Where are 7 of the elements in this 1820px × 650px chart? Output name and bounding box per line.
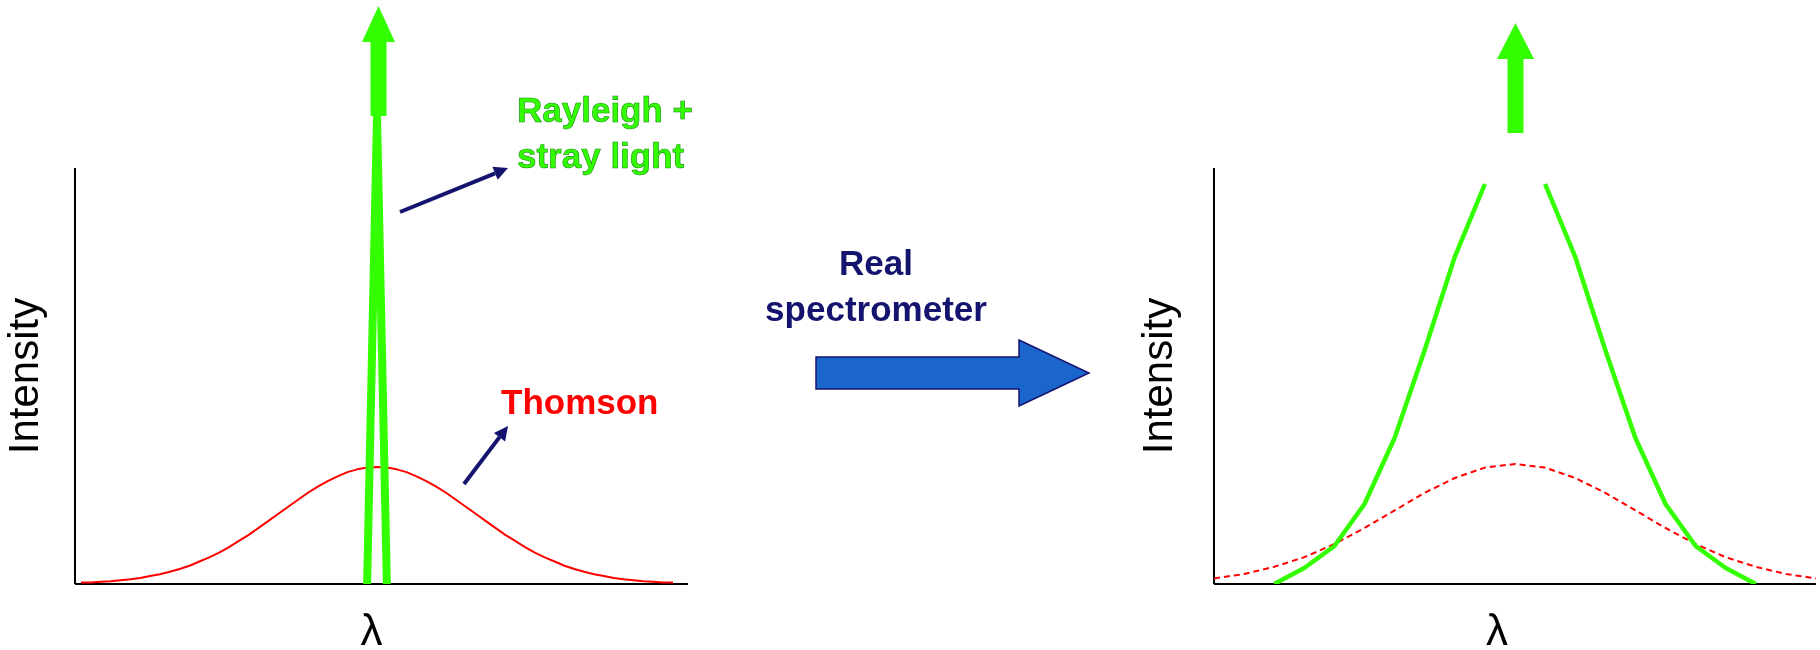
x-axis-title: λ [360,605,383,650]
y-axis-title: Intensity [1134,297,1181,455]
text: Real spectrometer [765,243,988,328]
text: Rayleigh + stray light [517,90,694,175]
x-axis-title: λ [1486,605,1508,650]
y-axis-title: Intensity [0,297,47,455]
text: Thomson [501,382,659,421]
